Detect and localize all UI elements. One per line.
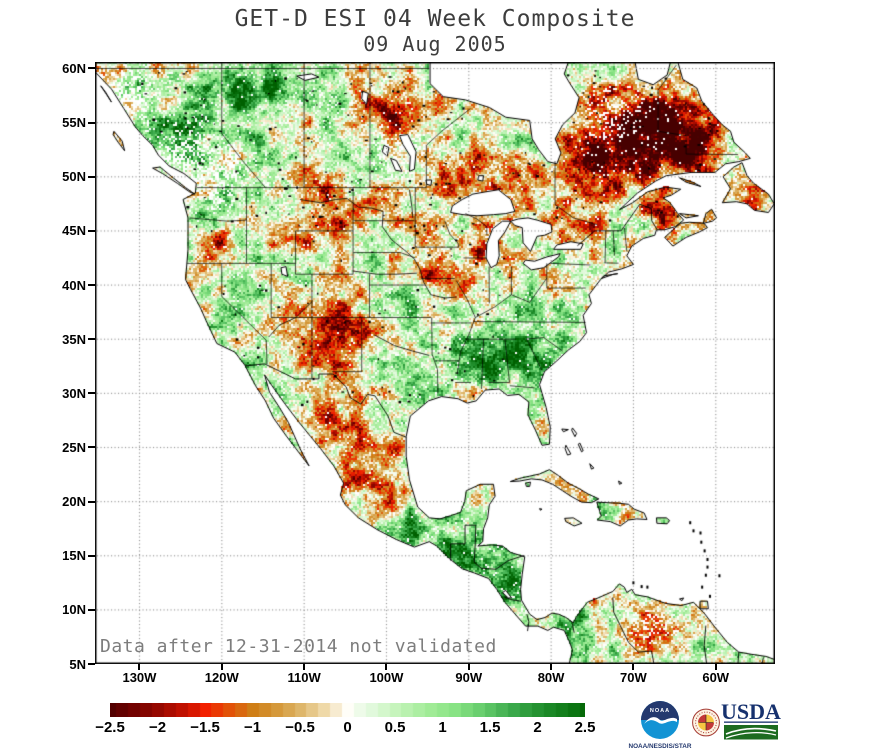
colorbar-tick-label: 1 [438,719,447,736]
usda-underline [724,721,778,723]
lon-tick-label: 70W [620,670,647,685]
umd-shield-q1 [698,714,706,723]
lat-tick-label: 10N [62,602,86,618]
colorbar-tick-label: 0.5 [384,719,406,736]
colorbar-tick-label: −0.5 [285,719,315,736]
lon-tick-mark [467,664,470,670]
colorbar-tick-label: 1.5 [479,719,501,736]
lat-tick-mark [88,175,95,178]
noaa-logo: NOAA NOAA/NESDIS/STAR [628,701,692,750]
page-date: 09 Aug 2005 [363,32,507,56]
umd-seal-text-ring [695,711,717,734]
colorbar-tick-label: −1 [243,719,262,736]
colorbar-tick-label: −2.5 [95,719,125,736]
lat-tick-label: 50N [62,169,86,185]
lon-tick-label: 100W [369,670,404,685]
page-title: GET-D ESI 04 Week Composite [234,6,636,32]
lat-tick-mark [88,284,95,287]
umd-shield-q2 [706,714,714,723]
colorbar-tick-label: 2 [533,719,542,736]
usda-swoosh2-icon [725,732,777,739]
lon-tick-label: 110W [287,670,321,685]
lat-tick-label: 60N [62,60,86,76]
lon-tick-mark [138,664,141,670]
lat-tick-mark [88,67,95,70]
usda-wordmark: USDA [721,699,781,724]
noaa-caption: NOAA/NESDIS/STAR [628,743,691,750]
lat-tick-mark [88,338,95,341]
lat-tick-label: 45N [62,223,86,239]
lat-tick-label: 40N [62,277,86,293]
lat-tick-label: 15N [62,548,86,564]
lat-tick-mark [88,392,95,395]
lat-tick-label: 35N [62,331,86,347]
noaa-circle-label: NOAA [650,708,670,714]
lat-tick-mark [88,500,95,503]
lon-tick-label: 80W [537,670,565,685]
lon-tick-label: 130W [122,670,157,685]
esi-map-canvas [95,62,775,664]
colorbar-tick-label: 2.5 [574,719,596,736]
lon-tick-mark [385,664,388,670]
lat-tick-mark [88,121,95,124]
umd-shield-q4 [706,722,714,731]
noaa-circle-top [641,701,679,720]
lat-tick-label: 25N [62,439,86,455]
lon-tick-mark [632,664,635,670]
lat-tick-mark [88,608,95,611]
lon-tick-label: 90W [455,670,483,685]
lat-tick-mark [88,229,95,232]
lat-tick-label: 5N [69,656,86,672]
lat-tick-mark [88,554,95,557]
usda-swoosh-icon [725,727,777,735]
lat-tick-mark [88,446,95,449]
lon-tick-label: 120W [204,670,239,685]
lon-tick-mark [220,664,223,670]
lat-tick-label: 55N [62,115,86,131]
validation-note: Data after 12-31-2014 not validated [100,636,497,657]
lat-tick-label: 20N [62,494,86,510]
lon-tick-mark [714,664,717,670]
lon-tick-mark [550,664,553,670]
lat-tick-mark [88,663,95,665]
colorbar-tick-label: −1.5 [190,719,220,736]
noaa-seagull-icon [644,717,677,724]
colorbar [110,703,585,717]
umd-logo [692,708,720,737]
lon-tick-label: 60W [702,670,730,685]
umd-shield-q3 [698,722,706,731]
colorbar-tick-label: −2 [148,719,167,736]
umd-shield-cross [699,715,713,730]
lon-tick-mark [303,664,306,670]
colorbar-tick-label: 0 [343,719,352,736]
usda-logo: USDA [721,699,781,740]
lat-tick-label: 30N [62,385,86,401]
